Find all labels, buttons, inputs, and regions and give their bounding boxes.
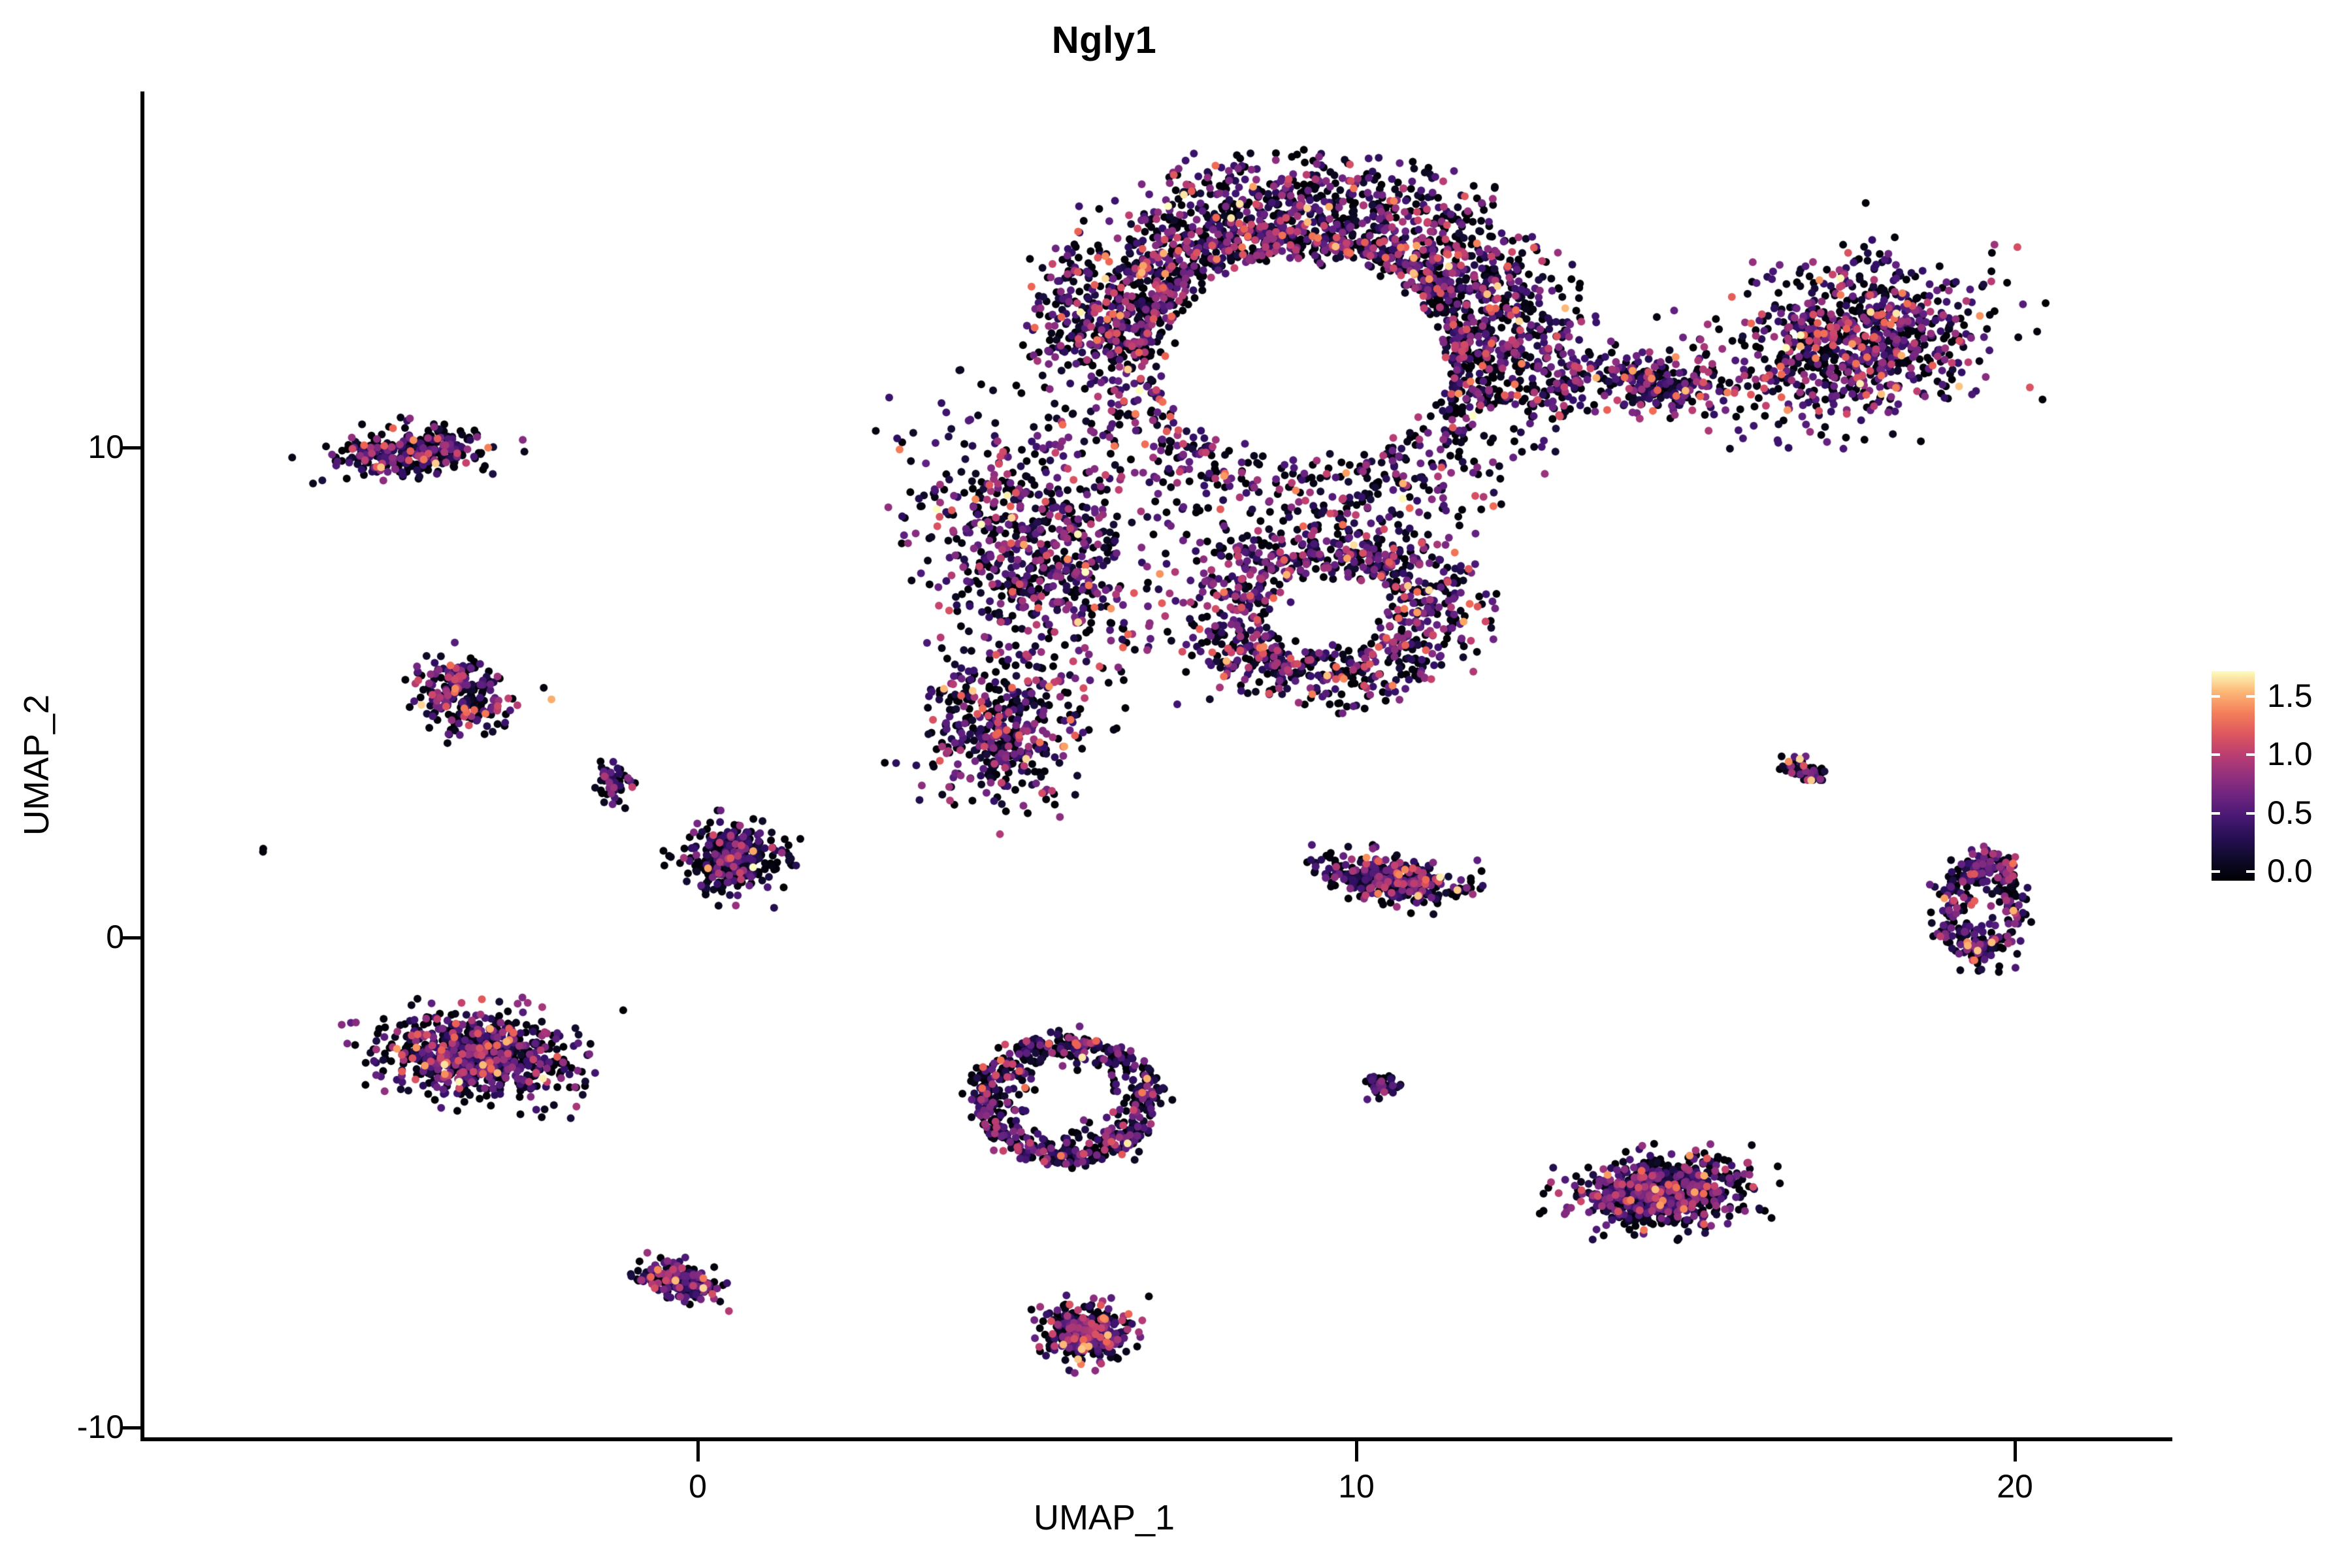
legend-tick-mark: [2212, 870, 2220, 873]
legend-tick-mark: [2246, 695, 2255, 698]
scatter-points-layer: [144, 91, 2183, 1439]
y-tick-mark: [121, 936, 142, 939]
x-axis-line: [140, 1437, 2172, 1441]
legend-colorbar: [2212, 671, 2255, 881]
color-legend: [2212, 671, 2255, 881]
x-tick-label: 10: [1338, 1468, 1375, 1505]
x-tick-mark: [2014, 1441, 2017, 1462]
x-axis-label: UMAP_1: [1033, 1498, 1175, 1537]
y-tick-mark: [121, 1426, 142, 1429]
legend-tick-mark: [2246, 870, 2255, 873]
x-tick-label: 20: [1997, 1468, 2033, 1505]
y-axis-label: UMAP_2: [17, 694, 56, 836]
y-tick-mark: [121, 446, 142, 449]
plot-panel: [144, 91, 2183, 1439]
legend-tick-mark: [2246, 811, 2255, 815]
x-tick-mark: [1355, 1441, 1358, 1462]
legend-tick-label: 1.0: [2267, 736, 2313, 773]
legend-tick-label: 0.0: [2267, 852, 2313, 889]
y-tick-label: 10: [88, 429, 124, 465]
legend-tick-mark: [2212, 811, 2220, 815]
y-tick-label: 0: [106, 919, 124, 955]
legend-tick-mark: [2212, 753, 2220, 757]
legend-tick-label: 0.5: [2267, 794, 2313, 831]
y-axis-line: [140, 91, 144, 1441]
legend-tick-label: 1.5: [2267, 678, 2313, 715]
y-tick-label: -10: [76, 1409, 124, 1445]
x-tick-label: 0: [689, 1468, 707, 1505]
x-tick-mark: [696, 1441, 700, 1462]
legend-tick-mark: [2246, 753, 2255, 757]
legend-tick-mark: [2212, 695, 2220, 698]
page-title: Ngly1: [1051, 19, 1157, 61]
